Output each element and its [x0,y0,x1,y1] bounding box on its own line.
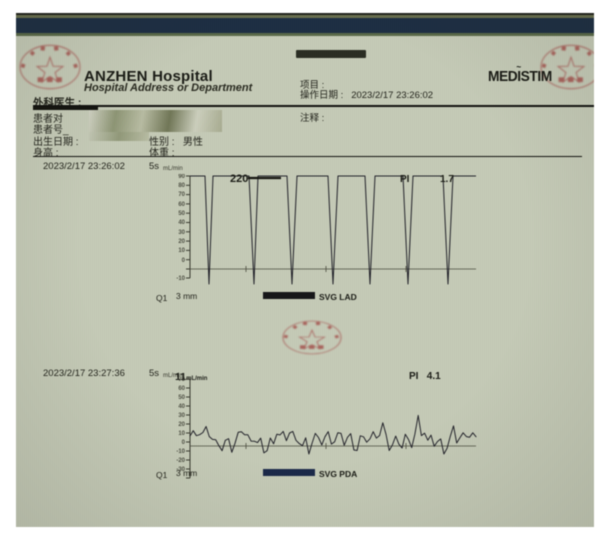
svg-text:40: 40 [178,404,185,410]
svg-text:30: 30 [178,413,185,419]
svg-text:20: 20 [178,422,185,428]
svg-text:10: 10 [178,431,185,437]
svg-text:-20: -20 [176,458,185,464]
svg-text:0: 0 [182,440,186,446]
svg-text:-10: -10 [176,449,185,455]
svg-text:60: 60 [178,386,185,392]
svg-text:50: 50 [178,395,185,401]
svg-text:70: 70 [178,377,185,383]
